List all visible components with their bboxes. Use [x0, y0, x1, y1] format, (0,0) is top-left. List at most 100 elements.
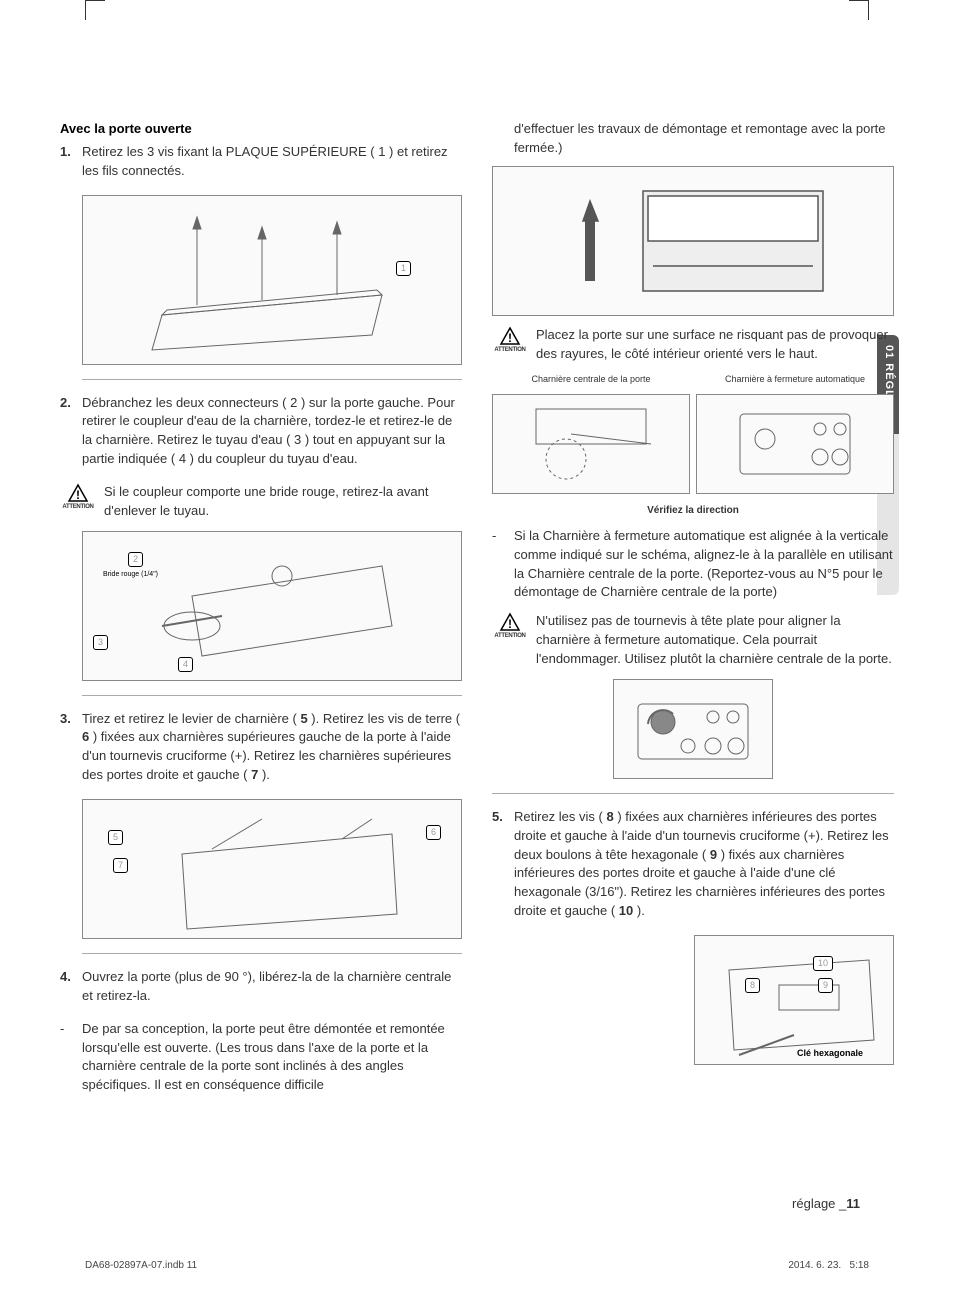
caption-left: Charnière centrale de la porte — [492, 373, 690, 386]
svg-text:!: ! — [508, 331, 512, 345]
step-text: Retirez les 3 vis fixant la PLAQUE SUPÉR… — [82, 143, 462, 181]
separator — [82, 953, 462, 954]
step-2-wrap: 2. Débranchez les deux connecteurs ( 2 )… — [60, 394, 462, 469]
print-date: 2014. 6. 23. — [788, 1260, 841, 1271]
bold-ref: 8 — [606, 809, 613, 824]
step-3: 3. Tirez et retirez le levier de charniè… — [60, 710, 462, 785]
hinge-illustration — [132, 804, 412, 934]
steps-list-left: 1. Retirez les 3 vis fixant la PLAQUE SU… — [60, 143, 462, 181]
attention-text: Placez la porte sur une surface ne risqu… — [536, 326, 894, 364]
callout-6: 6 — [426, 825, 441, 840]
text: ). — [633, 903, 645, 918]
callout-3: 3 — [93, 635, 108, 650]
print-datetime: 2014. 6. 23. 5:18 — [788, 1260, 869, 1271]
print-time: 5:18 — [850, 1260, 869, 1271]
callout-7: 7 — [113, 858, 128, 873]
step-4-note: - De par sa conception, la porte peut êt… — [60, 1020, 462, 1095]
svg-text:!: ! — [508, 617, 512, 631]
hinge-diagrams-row — [492, 386, 894, 502]
diagram-label-bride: Bride rouge (1/4") — [103, 570, 158, 580]
attention-label: ATTENTION — [492, 632, 528, 641]
step-text: Retirez les vis ( 8 ) fixées aux charniè… — [514, 808, 894, 921]
diagram-top-plate: 1 — [82, 195, 462, 365]
step-number: 2. — [60, 394, 82, 469]
step-number: 3. — [60, 710, 82, 785]
attention-box-3: ! ATTENTION N'utilisez pas de tournevis … — [492, 612, 894, 669]
callout-1: 1 — [396, 261, 411, 276]
step-4: 4. Ouvrez la porte (plus de 90 °), libér… — [60, 968, 462, 1006]
attention-text: Si le coupleur comporte une bride rouge,… — [104, 483, 462, 521]
bold-ref: 10 — [619, 903, 633, 918]
diagram-connectors: 2 3 4 Bride rouge (1/4") — [82, 531, 462, 681]
caption-right: Charnière à fermeture automatique — [696, 373, 894, 386]
text: Retirez les vis ( — [514, 809, 606, 824]
page-content: Avec la porte ouverte 1. Retirez les 3 v… — [60, 30, 894, 1241]
section-label: réglage _ — [792, 1196, 846, 1211]
separator — [82, 695, 462, 696]
text: Tirez et retirez le levier de charnière … — [82, 711, 300, 726]
diagram-bottom-hinge: 10 8 9 Clé hexagonale — [694, 935, 894, 1065]
hinge-captions: Charnière centrale de la porte Charnière… — [492, 373, 894, 386]
callout-2: 2 — [128, 552, 143, 567]
auto-hinge-svg — [725, 399, 865, 489]
doc-reference: DA68-02897A-07.indb 11 — [85, 1260, 197, 1271]
text: ). Retirez les vis de terre ( — [308, 711, 460, 726]
center-hinge-svg — [521, 399, 661, 489]
svg-text:!: ! — [76, 488, 80, 502]
connector-illustration — [132, 536, 412, 676]
step-5-wrap: 5. Retirez les vis ( 8 ) fixées aux char… — [492, 808, 894, 921]
bottom-hinge-svg — [699, 940, 889, 1060]
separator — [82, 379, 462, 380]
right-column: d'effectuer les travaux de démontage et … — [492, 120, 894, 1095]
attention-icon: ! ATTENTION — [492, 612, 528, 641]
top-plate-illustration — [142, 205, 402, 355]
section-page-footer: réglage _11 — [792, 1196, 860, 1211]
hinge-detail-svg — [618, 684, 768, 774]
step-3-wrap: 3. Tirez et retirez le levier de charniè… — [60, 710, 462, 785]
attention-box-1: ! ATTENTION Si le coupleur comporte une … — [60, 483, 462, 521]
print-footer: DA68-02897A-07.indb 11 2014. 6. 23. 5:18 — [85, 1260, 869, 1271]
separator — [492, 793, 894, 794]
page-number: 11 — [846, 1196, 860, 1211]
alignment-note: - Si la Charnière à fermeture automatiqu… — [492, 527, 894, 602]
left-column: Avec la porte ouverte 1. Retirez les 3 v… — [60, 120, 462, 1095]
step-text: Ouvrez la porte (plus de 90 °), libérez-… — [82, 968, 462, 1006]
diagram-door-open — [492, 166, 894, 316]
hex-key-label: Clé hexagonale — [797, 1047, 863, 1060]
dash: - — [492, 527, 504, 602]
diagram-center-hinge — [492, 394, 690, 494]
attention-icon: ! ATTENTION — [60, 483, 96, 512]
attention-label: ATTENTION — [60, 503, 96, 512]
step-4-wrap: 4. Ouvrez la porte (plus de 90 °), libér… — [60, 968, 462, 1006]
bold-ref: 5 — [300, 711, 307, 726]
crop-mark-tl — [85, 0, 105, 20]
callout-10: 10 — [813, 956, 833, 971]
text: ). — [258, 767, 270, 782]
attention-label: ATTENTION — [492, 346, 528, 355]
section-heading: Avec la porte ouverte — [60, 120, 462, 139]
step-2: 2. Débranchez les deux connecteurs ( 2 )… — [60, 394, 462, 469]
step-number: 4. — [60, 968, 82, 1006]
diagram-hinge-detail — [613, 679, 773, 779]
step-5: 5. Retirez les vis ( 8 ) fixées aux char… — [492, 808, 894, 921]
callout-9: 9 — [818, 978, 833, 993]
callout-5: 5 — [108, 830, 123, 845]
note-text: Si la Charnière à fermeture automatique … — [514, 527, 894, 602]
dash: - — [60, 1020, 72, 1095]
attention-icon: ! ATTENTION — [492, 326, 528, 355]
step-text: Débranchez les deux connecteurs ( 2 ) su… — [82, 394, 462, 469]
callout-8: 8 — [745, 978, 760, 993]
door-open-illustration — [543, 171, 843, 311]
step-number: 5. — [492, 808, 514, 921]
attention-text: N'utilisez pas de tournevis à tête plate… — [536, 612, 894, 669]
callout-4: 4 — [178, 657, 193, 672]
diagram-auto-hinge — [696, 394, 894, 494]
two-column-layout: Avec la porte ouverte 1. Retirez les 3 v… — [60, 30, 894, 1095]
note-text: De par sa conception, la porte peut être… — [82, 1020, 462, 1095]
verify-direction-caption: Vérifiez la direction — [492, 504, 894, 519]
diagram-hinges: 5 6 7 — [82, 799, 462, 939]
step-text: Tirez et retirez le levier de charnière … — [82, 710, 462, 785]
crop-mark-tr — [849, 0, 869, 20]
step-1: 1. Retirez les 3 vis fixant la PLAQUE SU… — [60, 143, 462, 181]
step-number: 1. — [60, 143, 82, 181]
